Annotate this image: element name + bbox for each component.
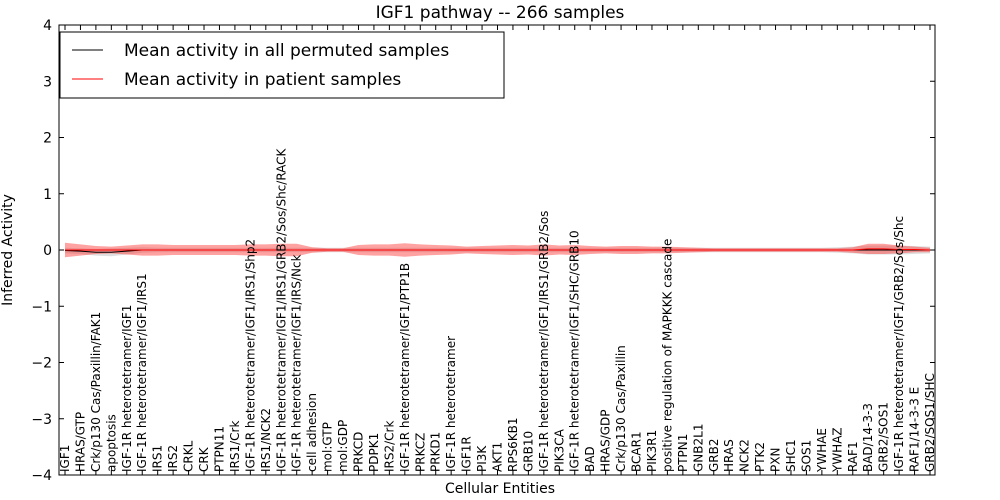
y-tick-label: −4 [31, 468, 52, 484]
x-category-label: GRB2/SOS1/SHC [923, 373, 937, 472]
x-category-label: HRAS/GDP [599, 409, 613, 472]
x-category-label: Crk/p130 Cas/Paxillin/FAK1 [89, 312, 103, 472]
x-category-label: GRB2/SOS1 [877, 402, 891, 472]
x-category-label: GRB2 [707, 438, 721, 472]
x-category-label: IGF-1R heterotetramer/IGF1/IRS1/GRB2/Sos [537, 211, 551, 472]
x-category-label: YWHAZ [830, 427, 844, 473]
x-category-label: IRS1/Crk [228, 421, 242, 472]
x-category-label: PIK3R1 [645, 430, 659, 472]
legend: Mean activity in all permuted samples Me… [59, 31, 505, 99]
x-category-label: PRKCD [351, 432, 365, 472]
x-category-label: PTK2 [753, 442, 767, 472]
x-category-label: mol:GDP [336, 420, 350, 472]
line-patient [65, 248, 931, 251]
x-category-label: PTPN1 [676, 434, 690, 472]
x-axis-ticks [64, 25, 931, 475]
x-axis-label: Cellular Entities [445, 481, 555, 497]
x-category-label: GRB10 [521, 431, 535, 472]
x-category-label: apoptosis [104, 414, 118, 472]
x-category-label: IGF-1R heterotetramer/IGF1/IRS1 [135, 273, 149, 472]
x-category-label: PIK3CA [552, 428, 566, 472]
x-category-label: BAD [583, 446, 597, 472]
x-category-label: IRS1/NCK2 [259, 408, 273, 472]
x-category-label: IGF-1R heterotetramer/IGF1/PTP1B [398, 263, 412, 472]
x-category-label: Crk/p130 Cas/Paxillin [614, 345, 628, 472]
x-category-label: GNB2L1 [691, 424, 705, 472]
x-category-label: PRKD1 [429, 432, 443, 472]
x-category-label: RPS6KB1 [506, 417, 520, 472]
x-category-label: AKT1 [491, 442, 505, 472]
series-lines [64, 248, 931, 253]
legend-label-permuted: Mean activity in all permuted samples [124, 41, 449, 61]
x-category-label: PDPK1 [367, 433, 381, 472]
chart-title: IGF1 pathway -- 266 samples [376, 3, 625, 23]
x-category-label: RAF1 [846, 441, 860, 472]
x-category-label: NCK2 [738, 439, 752, 472]
x-category-label: IGF1R [460, 436, 474, 472]
x-category-label: HRAS [722, 439, 736, 472]
category-labels: IGF1 HRAS/GTP Crk/p130 Cas/Paxillin/FAK1 ap… [58, 147, 937, 473]
x-category-label: CRK [197, 446, 211, 472]
x-category-label: HRAS/GTP [73, 412, 87, 472]
legend-box [59, 31, 505, 99]
y-tick-label: 4 [43, 18, 52, 34]
x-category-label: IGF-1R heterotetramer [444, 336, 458, 472]
y-tick-label: 0 [43, 243, 52, 259]
x-category-label: PRKCZ [413, 433, 427, 472]
x-category-label: PI3K [475, 445, 489, 472]
x-category-label: BAD/14-3-3 [861, 403, 875, 472]
x-category-label: YWHAE [815, 428, 829, 473]
x-category-label: mol:GTP [321, 422, 335, 472]
x-category-label: IGF-1R heterotetramer/IGF1/IRS/Nck [290, 254, 304, 472]
x-category-label: IGF-1R heterotetramer/IGF1 [120, 305, 134, 472]
x-category-label: RAF1/14-3-3 E [908, 387, 922, 472]
x-category-label: IRS2 [166, 445, 180, 472]
y-axis-ticks: 4 3 2 1 0 −1 −2 −3 −4 [31, 18, 935, 484]
band-permuted [65, 245, 930, 257]
x-category-label: IGF1 [58, 445, 72, 472]
x-category-label: IGF-1R heterotetramer/IGF1/GRB2/Sos/Shc [892, 216, 906, 472]
x-category-label: PTPN11 [212, 426, 226, 472]
y-tick-label: 3 [43, 74, 52, 90]
x-category-label: IGF-1R heterotetramer/IGF1/SHC/GRB10 [568, 230, 582, 472]
x-category-label: IRS2/Crk [382, 421, 396, 472]
x-category-label: IRS1 [151, 445, 165, 472]
x-category-label: IGF-1R heterotetramer/IGF1/IRS1/GRB2/Sos… [274, 147, 288, 472]
x-category-label: SHC1 [784, 439, 798, 472]
y-tick-label: −2 [31, 356, 52, 372]
x-category-label: CRKL [182, 440, 196, 472]
x-category-label: SOS1 [799, 440, 813, 472]
legend-label-patient: Mean activity in patient samples [124, 70, 401, 90]
y-tick-label: −1 [31, 299, 52, 315]
x-category-label: BCAR1 [630, 431, 644, 472]
y-tick-label: −3 [31, 412, 52, 428]
x-category-label: positive regulation of MAPKKK cascade [660, 239, 674, 472]
x-category-label: cell adhesion [305, 393, 319, 472]
y-tick-label: 1 [43, 187, 52, 203]
x-category-label: IGF-1R heterotetramer/IGF1/IRS1/Shp2 [243, 239, 257, 472]
y-tick-label: 2 [43, 131, 52, 147]
y-axis-label: Inferred Activity [0, 194, 16, 306]
x-category-label: PXN [769, 448, 783, 472]
